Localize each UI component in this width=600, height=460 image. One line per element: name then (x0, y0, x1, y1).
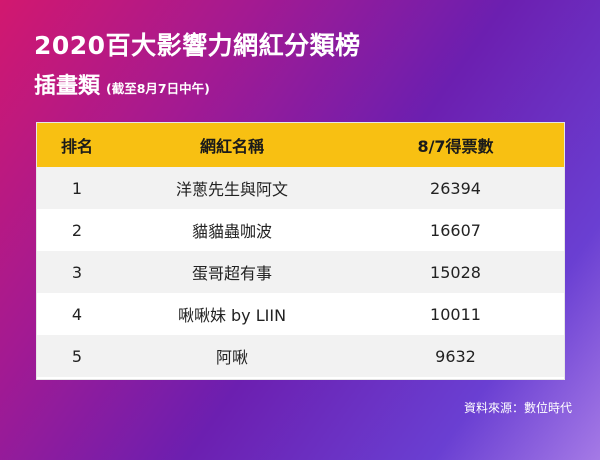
table-row: 1 洋蔥先生與阿文 26394 (37, 167, 564, 209)
rank-cell: 5 (71, 346, 83, 366)
header-votes: 8/7得票數 (417, 137, 494, 156)
header-rank: 排名 (60, 137, 93, 156)
votes-cell: 16607 (430, 220, 481, 240)
rank-cell: 2 (71, 220, 83, 240)
date-note: (截至8月7日中午) (106, 81, 210, 96)
votes-cell: 9632 (435, 346, 476, 366)
name-cell: 洋蔥先生與阿文 (175, 180, 288, 199)
table-row: 4 啾啾妹 by LIIN 10011 (37, 293, 564, 335)
rank-cell: 3 (71, 262, 83, 282)
rank-cell: 1 (71, 178, 83, 198)
table-row: 5 阿啾 9632 (37, 335, 564, 377)
category-subtitle: 插畫類 (34, 74, 101, 99)
page-title: 2020百大影響力網紅分類榜 (34, 31, 361, 60)
votes-cell: 15028 (430, 262, 481, 282)
name-cell: 啾啾妹 by LIIN (177, 306, 287, 325)
ranking-table: 排名 網紅名稱 8/7得票數 1 洋蔥先生與阿文 26394 2 貓貓蟲咖波 1… (36, 122, 565, 380)
votes-cell: 10011 (430, 304, 481, 324)
name-cell: 貓貓蟲咖波 (191, 222, 272, 241)
name-cell: 蛋哥超有事 (191, 264, 272, 283)
table-row: 2 貓貓蟲咖波 16607 (37, 209, 564, 251)
source-credit: 資料來源：數位時代 (463, 401, 572, 415)
name-cell: 阿啾 (215, 348, 248, 367)
votes-cell: 26394 (430, 178, 481, 198)
rank-cell: 4 (71, 304, 83, 324)
header-name: 網紅名稱 (199, 137, 264, 156)
table-header-row: 排名 網紅名稱 8/7得票數 (37, 123, 564, 167)
subtitle-row: 插畫類 (截至8月7日中午) (34, 68, 210, 100)
table-row: 3 蛋哥超有事 15028 (37, 251, 564, 293)
